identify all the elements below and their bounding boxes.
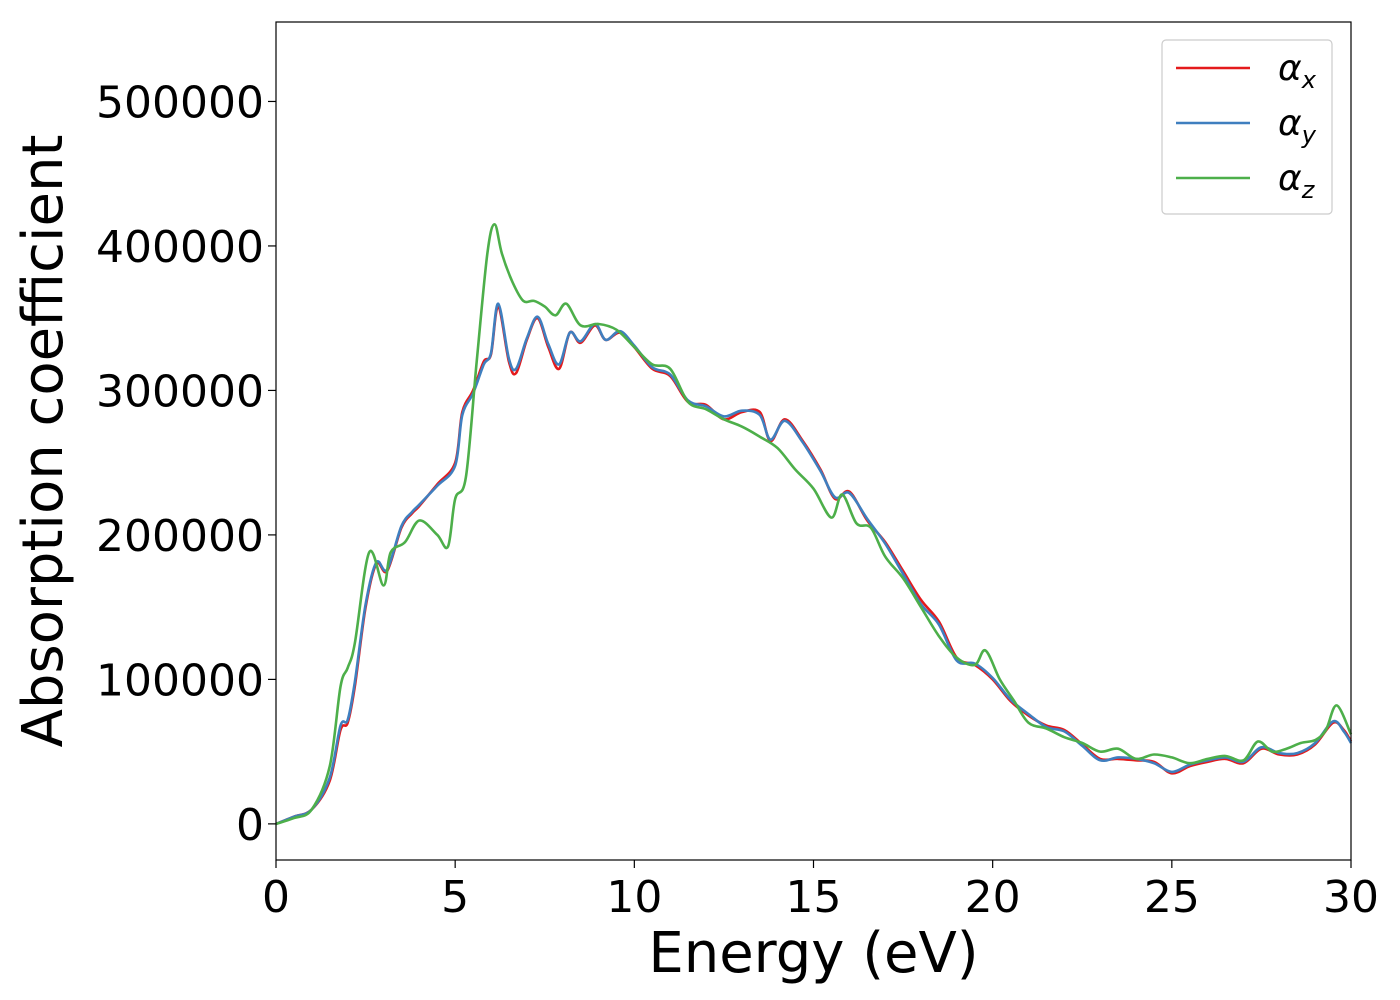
series-layer — [275, 223, 1353, 826]
y-tick-label: 200000 — [96, 511, 264, 562]
x-tick-label: 25 — [1144, 872, 1200, 923]
y-tick-label: 100000 — [96, 655, 264, 706]
x-axis-label: Energy (eV) — [648, 921, 978, 986]
x-tick-label: 20 — [965, 872, 1021, 923]
x-tick-label: 30 — [1323, 872, 1379, 923]
series-line-alpha-y — [275, 302, 1353, 826]
y-tick-label: 500000 — [96, 77, 264, 128]
legend-label-alpha-y: αy — [1278, 103, 1317, 149]
legend-label-alpha-z: αz — [1278, 158, 1316, 204]
series-line-alpha-z — [275, 223, 1353, 826]
y-axis-ticks: 0 100000 200000 300000 400000 500000 — [96, 77, 276, 851]
legend-box — [1161, 39, 1333, 215]
y-tick-label: 0 — [236, 800, 264, 851]
y-tick-label: 300000 — [96, 366, 264, 417]
x-tick-label: 10 — [606, 872, 662, 923]
x-tick-label: 15 — [786, 872, 842, 923]
legend: αx αy αz — [1161, 39, 1333, 215]
x-axis-ticks: 0 5 10 15 20 25 30 — [262, 860, 1379, 923]
y-tick-label: 400000 — [96, 222, 264, 273]
x-tick-label: 5 — [441, 872, 469, 923]
legend-label-alpha-x: αx — [1278, 48, 1317, 94]
x-tick-label: 0 — [262, 872, 290, 923]
y-axis-label: Absorption coefficient — [11, 135, 76, 748]
